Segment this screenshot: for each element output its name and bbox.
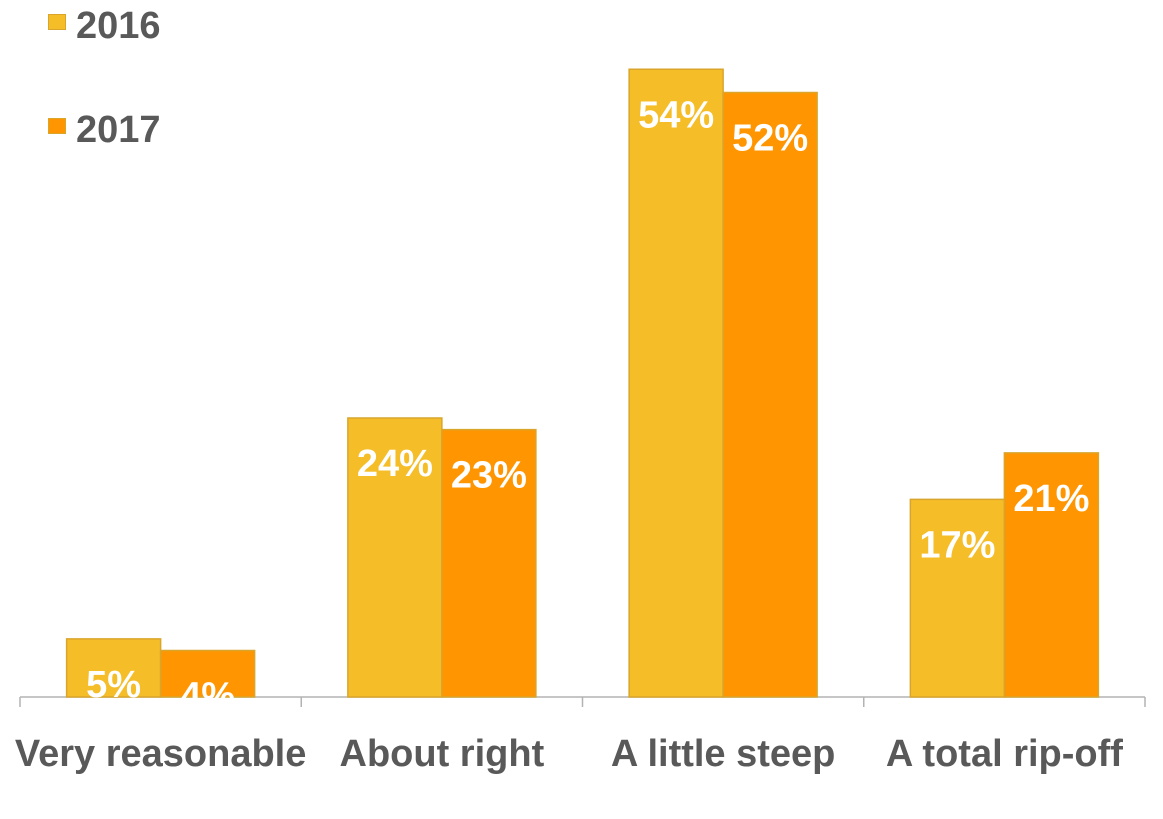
legend-label-2016: 2016 (76, 5, 161, 47)
data-label-2017-a-total-rip-off: 21% (1013, 478, 1089, 520)
bar-2017-very-reasonable (159, 649, 256, 698)
bar-2017-about-right (441, 428, 537, 698)
legend-swatch-2017 (48, 118, 66, 134)
bar-2017-a-total-rip-off (1003, 452, 1100, 698)
legend-label-2017: 2017 (76, 109, 161, 151)
data-label-2016-a-total-rip-off: 17% (919, 524, 995, 566)
data-label-2016-very-reasonable: 5% (86, 664, 141, 706)
bar-2016-about-right (347, 417, 443, 698)
data-label-2017-a-little-steep: 52% (732, 118, 808, 160)
category-label: About right (340, 733, 545, 775)
legend-swatch-2016 (48, 14, 66, 30)
data-label-2017-very-reasonable: 4% (180, 676, 235, 718)
category-label: Very reasonable (15, 733, 307, 775)
category-label: A little steep (611, 733, 836, 775)
bar-2016-a-little-steep (628, 68, 724, 698)
bar-2017-a-little-steep (722, 91, 818, 698)
data-label-2016-about-right: 24% (357, 443, 433, 485)
category-label: A total rip-off (886, 733, 1123, 775)
data-label-2016-a-little-steep: 54% (638, 94, 714, 136)
data-label-2017-about-right: 23% (451, 455, 527, 497)
